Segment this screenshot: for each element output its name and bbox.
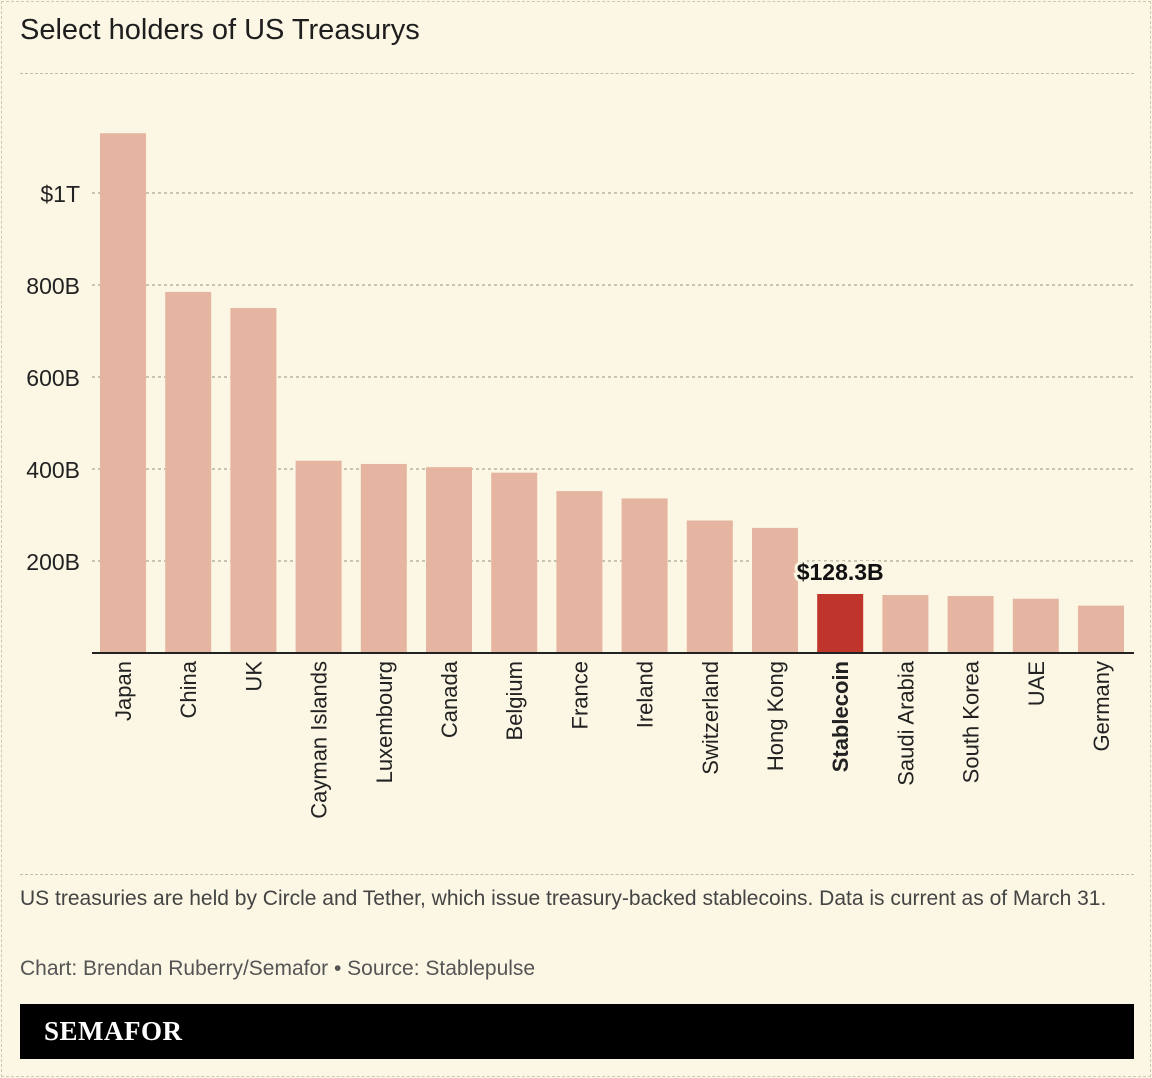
bar-switzerland — [686, 520, 733, 653]
x-category-label: Hong Kong — [763, 661, 788, 771]
note-divider — [20, 874, 1134, 875]
x-category-label: Japan — [111, 661, 136, 721]
bar-hong-kong — [752, 527, 798, 653]
x-category-label: South Korea — [959, 660, 984, 783]
x-category-label: Switzerland — [698, 661, 723, 775]
y-tick-label: 400B — [26, 457, 80, 483]
bar-luxembourg — [360, 463, 407, 653]
bar-cayman-islands — [295, 460, 342, 653]
x-category-label: Luxembourg — [372, 661, 397, 783]
x-category-label: Canada — [437, 660, 462, 738]
footer-bar: SEMAFOR — [20, 1004, 1134, 1059]
title-divider — [20, 73, 1134, 74]
bar-south-korea — [947, 595, 994, 653]
bar-canada — [426, 467, 472, 653]
semafor-logo: SEMAFOR — [44, 1016, 183, 1046]
x-category-label: Belgium — [502, 661, 527, 740]
chart-title: Select holders of US Treasurys — [20, 14, 420, 46]
bar-stablecoin — [817, 593, 864, 653]
bar-china — [165, 291, 212, 653]
bar-uk — [230, 308, 277, 653]
chart-note: US treasuries are held by Circle and Tet… — [20, 887, 1107, 910]
bar-ireland — [621, 498, 668, 653]
bar-germany — [1078, 605, 1124, 653]
y-tick-label: $1T — [40, 181, 80, 207]
x-category-label: Stablecoin — [828, 661, 853, 772]
y-tick-label: 600B — [26, 365, 80, 391]
bar-saudi-arabia — [882, 595, 929, 653]
x-category-label: Saudi Arabia — [893, 660, 918, 786]
x-category-label: Cayman Islands — [307, 661, 332, 819]
x-category-label: France — [567, 661, 592, 729]
x-category-label: China — [176, 660, 201, 718]
chart-credit: Chart: Brendan Ruberry/Semafor • Source:… — [20, 957, 536, 980]
highlight-value-label: $128.3B — [797, 559, 884, 585]
bar-uae — [1012, 598, 1059, 653]
bar-chart: 200B 400B 600B 800B $1T Japan China UK Cayman Is… — [26, 133, 1134, 819]
y-tick-label: 200B — [26, 549, 80, 575]
x-category-label: UAE — [1024, 661, 1049, 706]
x-category-label: Germany — [1089, 661, 1114, 751]
x-category-label: UK — [241, 661, 266, 692]
x-category-label: Ireland — [633, 661, 658, 728]
bar-belgium — [491, 472, 538, 653]
bar-france — [556, 491, 603, 653]
y-tick-label: 800B — [26, 273, 80, 299]
bar-japan — [100, 133, 146, 653]
